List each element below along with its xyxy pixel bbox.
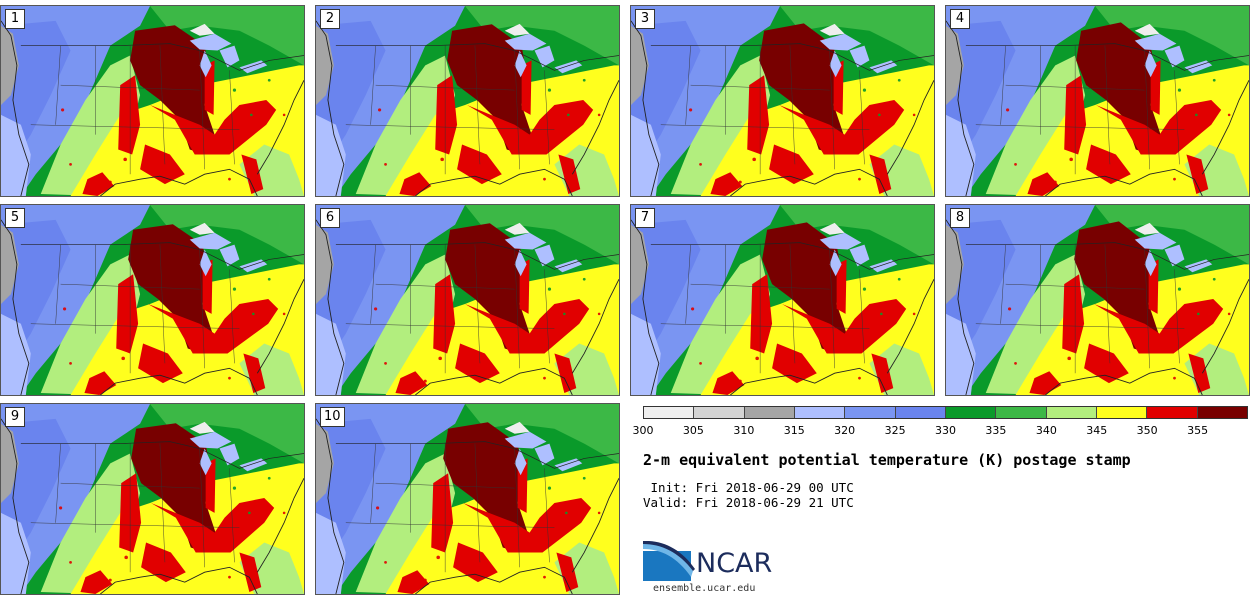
colorbar-tick-label: 340	[1035, 424, 1057, 437]
member-number-label: 8	[950, 208, 970, 228]
init-time: Init: Fri 2018-06-29 00 UTC	[643, 480, 854, 495]
colorbar-swatch	[1046, 407, 1097, 418]
member-map-image	[946, 6, 1249, 196]
ensemble-member-map: 10	[315, 403, 620, 595]
member-map-image	[946, 205, 1249, 395]
ncar-logo-icon	[643, 541, 695, 581]
colorbar-tick-label: 350	[1136, 424, 1158, 437]
colorbar-swatch	[845, 407, 896, 418]
colorbar-swatch	[1096, 407, 1148, 418]
ensemble-member-map: 4	[945, 5, 1250, 197]
member-number-label: 10	[320, 407, 345, 427]
member-number-label: 4	[950, 9, 970, 29]
ensemble-member-map: 3	[630, 5, 935, 197]
colorbar-swatch	[744, 407, 795, 418]
member-map-image	[631, 6, 934, 196]
logo-url: ensemble.ucar.edu	[653, 583, 756, 594]
colorbar	[643, 406, 1248, 419]
colorbar-tick-label: 345	[1086, 424, 1108, 437]
member-map-image	[1, 205, 304, 395]
member-number-label: 2	[320, 9, 340, 29]
member-map-image	[631, 205, 934, 395]
colorbar-swatch	[694, 407, 745, 418]
member-number-label: 6	[320, 208, 340, 228]
figure-title: 2-m equivalent potential temperature (K)…	[643, 451, 1131, 469]
colorbar-tick-label: 305	[682, 424, 704, 437]
colorbar-tick-label: 300	[632, 424, 654, 437]
colorbar-swatch	[644, 407, 695, 418]
colorbar-ticks: 300 305 310 315 320 325 330 335 340 345 350 355	[633, 424, 1248, 440]
colorbar-swatch	[945, 407, 997, 418]
member-map-image	[1, 404, 304, 594]
ensemble-member-map: 1	[0, 5, 305, 197]
ensemble-member-map: 5	[0, 204, 305, 396]
ensemble-member-map: 7	[630, 204, 935, 396]
colorbar-swatch	[794, 407, 846, 418]
ensemble-member-map: 6	[315, 204, 620, 396]
colorbar-swatch	[895, 407, 946, 418]
member-number-label: 9	[5, 407, 25, 427]
member-map-image	[316, 404, 619, 594]
colorbar-tick-label: 325	[884, 424, 906, 437]
valid-time: Valid: Fri 2018-06-29 21 UTC	[643, 495, 854, 510]
colorbar-swatch	[1147, 407, 1198, 418]
member-map-image	[1, 6, 304, 196]
colorbar-swatch	[996, 407, 1047, 418]
member-number-label: 5	[5, 208, 25, 228]
colorbar-tick-label: 330	[935, 424, 956, 437]
colorbar-tick-label: 355	[1187, 424, 1209, 437]
colorbar-tick-label: 315	[783, 424, 805, 437]
member-map-image	[316, 6, 619, 196]
member-map-image	[316, 205, 619, 395]
colorbar-swatch	[1197, 407, 1247, 418]
member-number-label: 3	[635, 9, 655, 29]
member-number-label: 7	[635, 208, 655, 228]
colorbar-tick-label: 310	[733, 424, 755, 437]
colorbar-tick-label: 320	[834, 424, 856, 437]
member-number-label: 1	[5, 9, 25, 29]
logo-wordmark: NCAR	[696, 548, 773, 579]
ensemble-member-map: 8	[945, 204, 1250, 396]
ensemble-member-map: 2	[315, 5, 620, 197]
colorbar-tick-label: 335	[985, 424, 1007, 437]
ensemble-member-map: 9	[0, 403, 305, 595]
